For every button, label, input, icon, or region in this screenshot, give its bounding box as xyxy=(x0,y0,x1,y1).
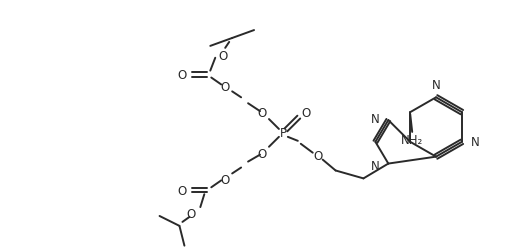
Text: N: N xyxy=(471,136,480,149)
Text: P: P xyxy=(279,127,286,140)
Text: N: N xyxy=(371,160,379,172)
Text: O: O xyxy=(221,173,230,186)
Text: N: N xyxy=(432,79,441,92)
Text: O: O xyxy=(178,184,187,197)
Text: O: O xyxy=(221,80,230,94)
Text: NH₂: NH₂ xyxy=(401,134,424,147)
Text: O: O xyxy=(257,148,267,160)
Text: O: O xyxy=(301,106,310,119)
Text: O: O xyxy=(313,150,322,162)
Text: N: N xyxy=(371,112,379,125)
Text: O: O xyxy=(257,106,267,119)
Text: O: O xyxy=(218,50,228,63)
Text: O: O xyxy=(187,208,196,220)
Text: O: O xyxy=(178,69,187,82)
